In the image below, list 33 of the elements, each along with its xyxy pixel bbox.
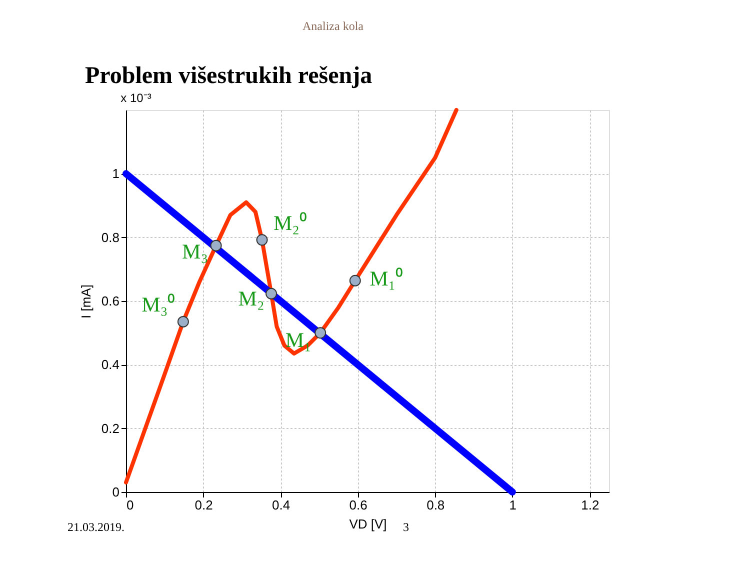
x-tick-label: 0.6 [349, 498, 368, 512]
line-series [124, 108, 458, 484]
annotation: M₁ [285, 328, 312, 352]
annotation: M₁⁰ [370, 266, 403, 291]
x-tick-label: 0.8 [426, 498, 445, 512]
annotation: M₂⁰ [274, 210, 307, 235]
y-tick-label: 0 [112, 484, 120, 500]
annotation: M₂ [238, 286, 264, 311]
y-axis-title: I [mA] [78, 284, 94, 318]
annotation: M₃⁰ [142, 292, 175, 317]
x-tick-label: 0.2 [194, 498, 213, 512]
point [210, 240, 222, 252]
x-tick-label: 1.2 [581, 498, 600, 512]
point [266, 288, 278, 300]
x-tick-label: 0.4 [272, 498, 290, 512]
y-tick-label: 0.4 [101, 357, 120, 372]
point [177, 316, 189, 328]
y-tick-label: 0.6 [101, 294, 120, 308]
y-tick-label: 1 [112, 166, 120, 182]
annotation: M₃ [182, 240, 208, 264]
text: 3 [403, 520, 409, 534]
point [256, 234, 268, 246]
x-axis-title: VD [V] [349, 516, 387, 532]
y-tick-label: 0.2 [101, 420, 120, 436]
text: 21.03.2019. [68, 520, 124, 534]
chart-title: Problem višestrukih rešenja [85, 63, 372, 89]
text: Analiza kola [302, 19, 364, 33]
text: x 10⁻³ [120, 91, 152, 105]
x-tick-label: 1 [509, 498, 517, 512]
x-tick-label: 0 [126, 498, 134, 512]
point [314, 327, 326, 339]
y-tick-label: 0.8 [101, 230, 120, 245]
point [349, 274, 361, 286]
